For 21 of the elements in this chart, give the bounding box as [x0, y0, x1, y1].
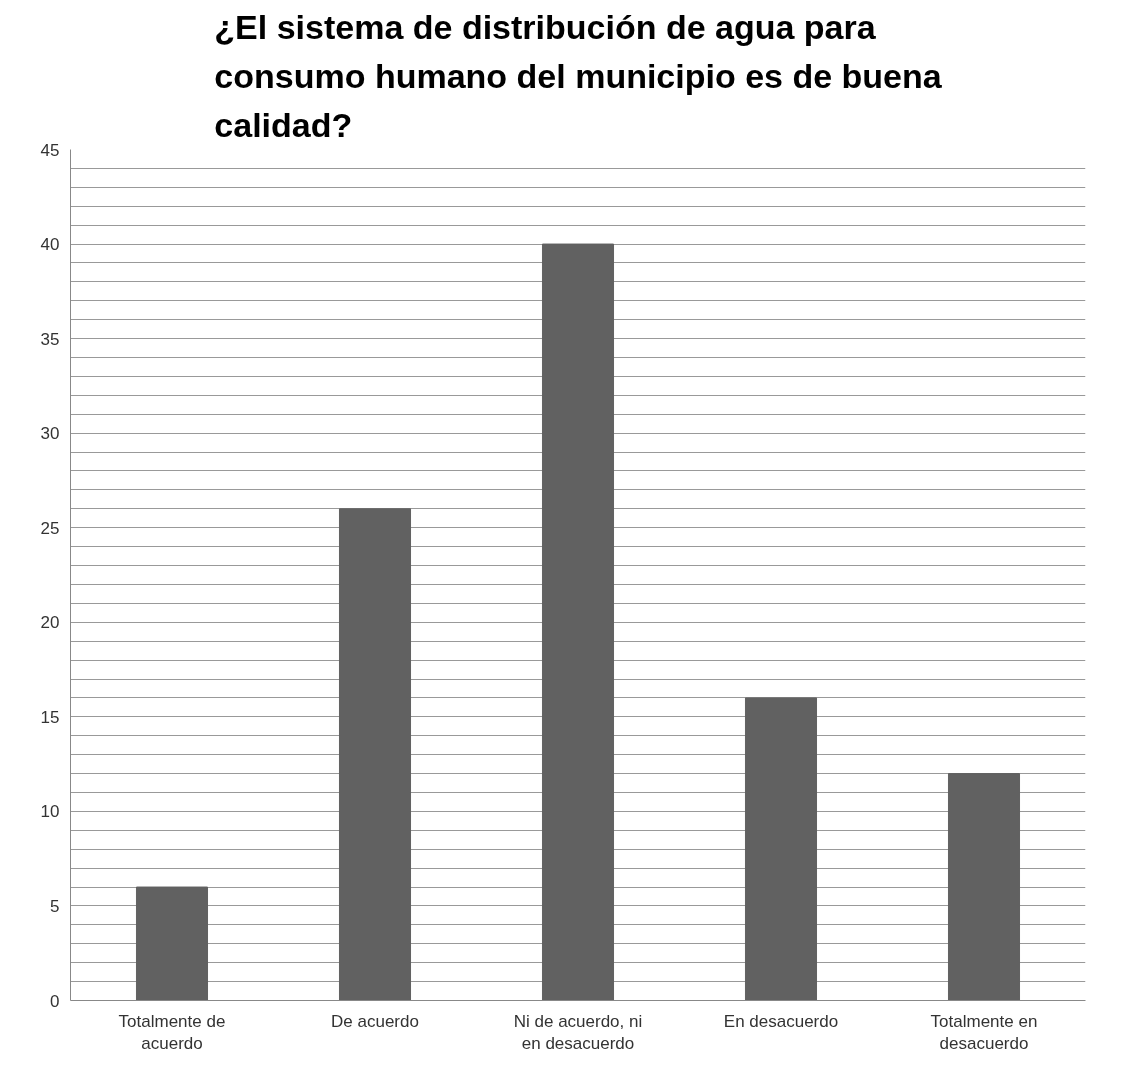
x-tick-label: De acuerdo: [331, 1011, 419, 1031]
y-tick-label: 20: [40, 613, 60, 633]
chart-title: ¿El sistema de distribución de agua para consumo humano del municipio es de buena calidad?: [214, 7, 943, 145]
x-tick-label: Totalmente en desacuerdo: [930, 1011, 1038, 1054]
x-tick-label: Totalmente de acuerdo: [118, 1011, 226, 1054]
bar: [541, 243, 615, 1001]
y-tick-label: 35: [40, 329, 60, 349]
y-tick-label: 5: [50, 896, 60, 916]
y-tick-label: 25: [40, 518, 60, 538]
y-tick-label: 30: [40, 424, 60, 444]
y-tick-label: 15: [40, 707, 60, 727]
y-tick-label: 45: [40, 140, 60, 160]
bar: [135, 886, 209, 1001]
y-tick-label: 40: [40, 235, 60, 255]
bar: [744, 697, 818, 1001]
x-tick-label: Ni de acuerdo, ni en desacuerdo: [513, 1011, 643, 1054]
bar: [947, 773, 1021, 1001]
y-tick-label: 0: [50, 991, 60, 1011]
bar: [338, 508, 412, 1001]
x-tick-label: En desacuerdo: [723, 1011, 839, 1031]
y-tick-label: 10: [40, 802, 60, 822]
